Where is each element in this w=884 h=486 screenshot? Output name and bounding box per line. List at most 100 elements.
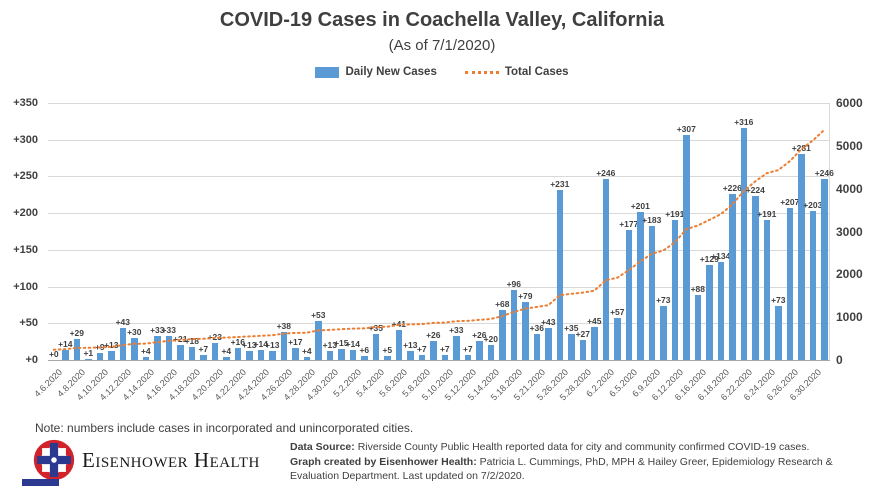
bar-data-label: +53: [311, 310, 326, 321]
bar-daily-new-cases: [614, 318, 621, 360]
legend-item-total-cases: Total Cases: [464, 66, 569, 78]
bar-data-label: +4: [221, 346, 232, 357]
bar-daily-new-cases: [165, 335, 172, 360]
credits-text: Patricia L. Cummings, PhD, MPH & Hailey …: [290, 455, 833, 483]
bar-daily-new-cases: [522, 302, 529, 360]
y-axis-tick-label-left: +50: [19, 317, 38, 330]
bar-data-label: +29: [69, 327, 85, 338]
eisenhower-health-logo-icon: [33, 439, 75, 481]
bar-data-label: +17: [288, 336, 303, 347]
bar-daily-new-cases: [464, 354, 471, 360]
note-text: Note: numbers include cases in incorpora…: [35, 421, 414, 435]
bar-data-label: +224: [745, 184, 765, 195]
bar-swatch-icon: [315, 66, 340, 78]
bar-data-label: +129: [699, 254, 719, 265]
y-axis-tick-label-left: +200: [13, 207, 38, 220]
bar-data-label: +43: [541, 317, 556, 328]
bar-data-label: +7: [198, 343, 209, 354]
y-axis-tick-label-left: +250: [13, 170, 38, 183]
bar-daily-new-cases: [85, 359, 92, 360]
bar-daily-new-cases: [108, 350, 115, 360]
bar-daily-new-cases: [786, 208, 793, 360]
credits-label: Graph created by Eisenhower Health:: [290, 455, 477, 468]
bar-data-label: +13: [403, 339, 418, 350]
bar-data-label: +33: [161, 324, 177, 335]
data-source-label: Data Source:: [290, 441, 355, 453]
y-axis-tick-label-right: 4000: [836, 181, 863, 196]
y-axis-tick-label-right: 6000: [836, 96, 863, 110]
bar-daily-new-cases: [602, 179, 609, 360]
bar-data-label: +226: [722, 183, 742, 194]
bar-data-label: +96: [506, 278, 522, 289]
legend-label-daily: Daily New Cases: [345, 66, 437, 78]
brand-name: Eisenhower Health: [82, 448, 260, 472]
bar-daily-new-cases: [119, 328, 126, 360]
bar-data-label: +201: [630, 201, 650, 212]
bar-daily-new-cases: [73, 338, 80, 360]
bar-daily-new-cases: [487, 345, 494, 360]
bar-data-label: +16: [230, 337, 246, 348]
bar-data-label: +15: [334, 338, 349, 348]
bar-daily-new-cases: [96, 353, 103, 360]
bar-daily-new-cases: [131, 338, 138, 360]
y-axis-tick-label-right: 3000: [836, 224, 863, 239]
bar-data-label: +4: [301, 346, 312, 357]
bar-data-label: +73: [771, 295, 786, 306]
total-cases-line: [52, 128, 826, 351]
bar-daily-new-cases: [775, 306, 782, 360]
bar-daily-new-cases: [361, 355, 368, 360]
bar-daily-new-cases: [625, 230, 632, 360]
bar-data-label: +7: [416, 343, 427, 354]
bar-daily-new-cases: [821, 179, 828, 360]
bar-data-label: +183: [642, 214, 662, 225]
bar-daily-new-cases: [545, 328, 552, 360]
dotted-line-swatch-icon: [464, 70, 499, 74]
bar-daily-new-cases: [384, 356, 391, 360]
bar-daily-new-cases: [177, 344, 184, 360]
bar-data-label: +5: [382, 345, 393, 356]
bar-daily-new-cases: [798, 153, 805, 360]
page-title: COVID-19 Cases in Coachella Valley, Cali…: [219, 9, 665, 31]
bar-daily-new-cases: [257, 349, 264, 360]
page-subtitle: (As of 7/1/2020): [388, 37, 496, 54]
bar-daily-new-cases: [246, 350, 253, 360]
gridline: [48, 323, 830, 325]
bar-daily-new-cases: [315, 321, 322, 360]
bar-daily-new-cases: [453, 335, 460, 360]
bar-daily-new-cases: [418, 354, 425, 360]
bar-daily-new-cases: [338, 349, 345, 360]
bar-data-label: +79: [518, 291, 533, 301]
bar-data-label: +33: [150, 324, 165, 335]
bar-data-label: +26: [426, 329, 441, 340]
bar-data-label: +13: [322, 339, 338, 350]
bar-daily-new-cases: [269, 350, 276, 360]
bar-daily-new-cases: [683, 134, 690, 360]
y-axis-tick-label-left: +100: [13, 280, 38, 293]
bar-data-label: +6: [359, 344, 370, 355]
bar-daily-new-cases: [349, 349, 356, 360]
bar-data-label: +57: [610, 307, 625, 318]
bar-daily-new-cases: [372, 334, 379, 360]
bar-daily-new-cases: [637, 212, 644, 360]
bar-daily-new-cases: [154, 335, 161, 360]
bar-data-label: +0: [48, 349, 59, 359]
bar-data-label: +36: [529, 322, 545, 333]
bar-data-label: +7: [439, 343, 450, 354]
y-axis-tick-label-left: +0: [25, 354, 38, 366]
gridline: [48, 139, 830, 141]
bar-daily-new-cases: [499, 310, 506, 360]
bar-daily-new-cases: [280, 332, 287, 360]
bar-data-label: +68: [495, 299, 510, 310]
bottom-banner-fragment: [22, 479, 59, 486]
bar-data-label: +191: [665, 208, 685, 219]
bar-data-label: +13: [104, 339, 119, 350]
bar-daily-new-cases: [62, 349, 69, 360]
bar-daily-new-cases: [533, 333, 540, 360]
y-axis-tick-label-left: +350: [13, 97, 38, 109]
bar-daily-new-cases: [234, 348, 241, 360]
bar-data-label: +14: [253, 338, 269, 349]
bar-data-label: +7: [462, 343, 473, 354]
y-axis-tick-label-left: +300: [13, 133, 38, 146]
bar-data-label: +13: [242, 339, 257, 350]
